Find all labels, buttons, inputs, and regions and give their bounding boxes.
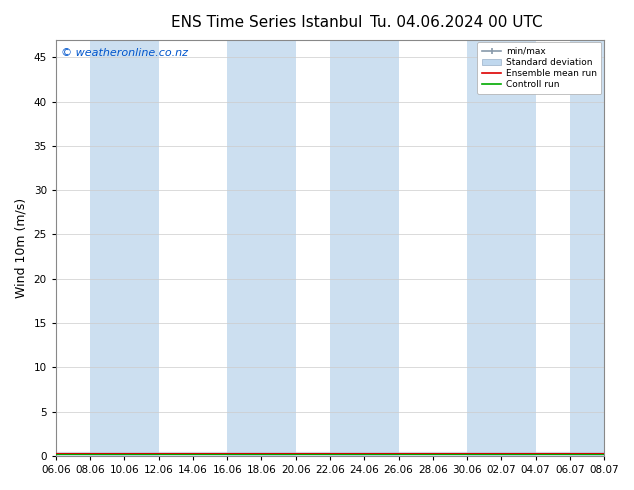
Bar [227, 40, 295, 456]
Bar [330, 40, 399, 456]
Text: © weatheronline.co.nz: © weatheronline.co.nz [61, 48, 188, 58]
Legend: min/max, Standard deviation, Ensemble mean run, Controll run: min/max, Standard deviation, Ensemble me… [477, 42, 602, 94]
Bar [90, 40, 158, 456]
Y-axis label: Wind 10m (m/s): Wind 10m (m/s) [15, 197, 28, 298]
Text: ENS Time Series Istanbul: ENS Time Series Istanbul [171, 15, 362, 30]
Bar [570, 40, 634, 456]
Bar [467, 40, 536, 456]
Text: Tu. 04.06.2024 00 UTC: Tu. 04.06.2024 00 UTC [370, 15, 543, 30]
